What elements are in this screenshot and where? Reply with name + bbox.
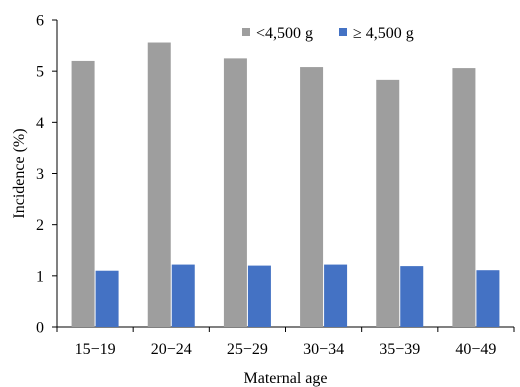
- y-axis-ticks: 0 1 2 3 4 5 6: [36, 13, 57, 337]
- bar-at-least-4500: [95, 270, 119, 327]
- y-tick-label: 4: [36, 115, 44, 132]
- bar-below-4500: [223, 58, 247, 327]
- bar-below-4500: [300, 67, 324, 327]
- y-tick-label: 2: [36, 217, 44, 234]
- bars-group: [71, 42, 500, 328]
- x-tick-label: 35−39: [379, 341, 420, 358]
- y-tick-label: 0: [36, 320, 44, 337]
- y-tick-label: 5: [36, 64, 44, 81]
- y-tick-label: 6: [36, 13, 44, 30]
- x-tick-label: 20−24: [151, 341, 192, 358]
- bar-below-4500: [452, 68, 476, 327]
- x-axis-ticks: 15−19 20−24 25−29 30−34 35−39 40−49: [56, 327, 515, 358]
- bar-below-4500: [376, 79, 400, 328]
- legend-swatch-below-4500: [242, 28, 250, 36]
- y-axis-title: Incidence (%): [11, 128, 28, 218]
- legend-label-at-least-4500: ≥ 4,500 g: [353, 25, 414, 42]
- legend-swatch-at-least-4500: [339, 28, 347, 36]
- x-tick-label: 30−34: [303, 341, 344, 358]
- bar-at-least-4500: [400, 266, 424, 327]
- bar-at-least-4500: [247, 265, 271, 327]
- bar-at-least-4500: [324, 264, 348, 327]
- legend: <4,500 g ≥ 4,500 g: [242, 25, 414, 42]
- plot-area: [56, 20, 514, 328]
- x-tick-label: 40−49: [455, 341, 496, 358]
- y-tick-label: 1: [36, 268, 44, 285]
- bar-below-4500: [147, 42, 171, 327]
- x-axis-title: Maternal age: [244, 370, 328, 387]
- legend-label-below-4500: <4,500 g: [256, 25, 313, 42]
- bar-below-4500: [71, 60, 95, 327]
- x-tick-label: 15−19: [75, 341, 116, 358]
- bar-at-least-4500: [476, 270, 500, 327]
- x-tick-label: 25−29: [227, 341, 268, 358]
- y-tick-label: 3: [36, 166, 44, 183]
- bar-at-least-4500: [171, 264, 195, 327]
